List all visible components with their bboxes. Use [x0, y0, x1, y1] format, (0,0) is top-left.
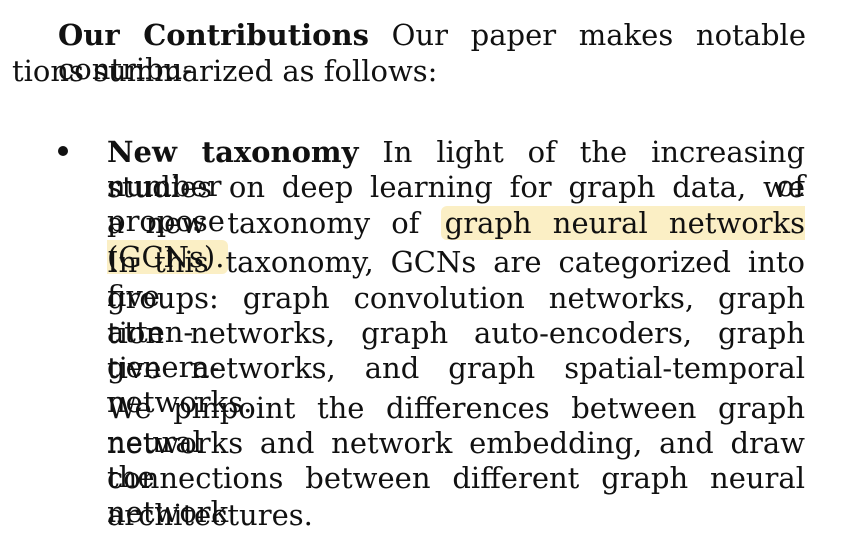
section-heading: Our Contributions: [58, 18, 369, 52]
bullet-text-line-3: a new taxonomy of: [107, 206, 419, 240]
intro-text-line-2: tions summarized as follows:: [12, 54, 437, 88]
bullet-title: New taxonomy: [107, 135, 358, 169]
bullet-icon: [58, 146, 68, 156]
bullet-text-line-11: architectures.: [107, 498, 313, 532]
